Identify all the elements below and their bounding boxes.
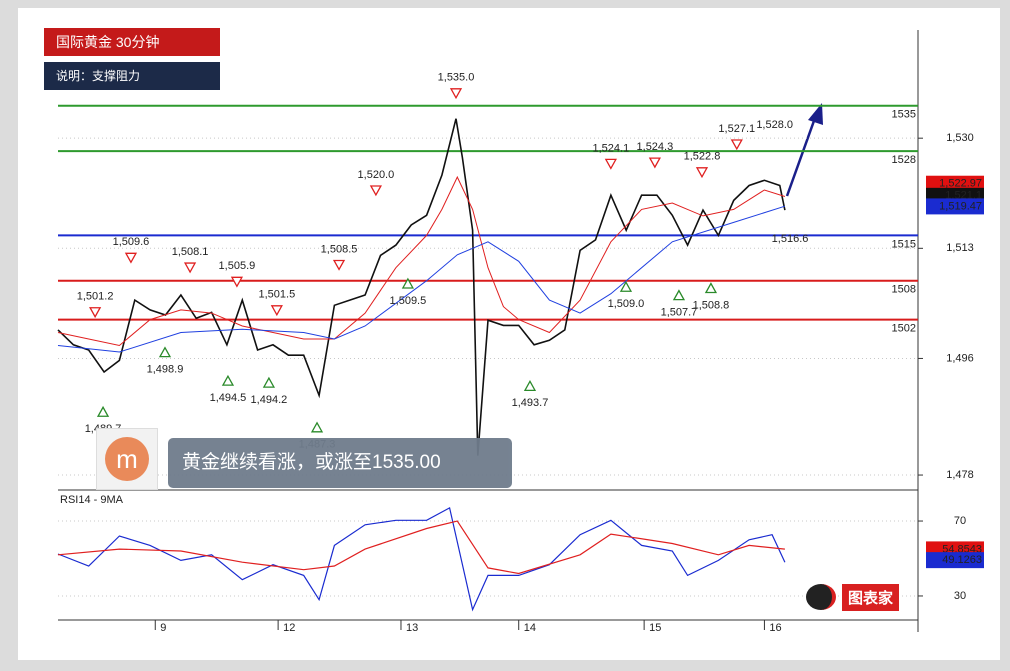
level-label: 1535 (892, 109, 916, 121)
annotation-label: 1,535.0 (438, 72, 475, 84)
trend-arrow (785, 103, 823, 197)
low-marker (96, 405, 110, 417)
icon: m (105, 437, 149, 481)
y-tick-label: 1,513 (946, 242, 974, 254)
series-line (57, 175, 786, 347)
level-label: 1508 (892, 284, 916, 296)
low-marker (262, 376, 276, 388)
high-marker (230, 276, 244, 288)
annotation-label: 1,498.9 (147, 364, 184, 376)
x-tick-label: 16 (769, 622, 781, 634)
level-label: 1502 (892, 322, 916, 334)
series-line (57, 118, 786, 456)
y-tick-label: 1,496 (946, 352, 974, 364)
high-marker (730, 139, 743, 151)
series-line (57, 205, 786, 353)
high-marker (124, 252, 138, 264)
annotation-label: 1,493.7 (512, 397, 549, 409)
low-marker (672, 289, 686, 301)
low-marker (310, 421, 324, 433)
high-marker (369, 185, 382, 197)
annotation-label: 1,501.2 (77, 291, 114, 303)
y-tick-label: 70 (954, 515, 966, 527)
header-title: 国际黄金 30分钟 (44, 28, 220, 56)
annotation-label: 1,524.1 (593, 142, 630, 154)
y-tick-label: 30 (954, 590, 966, 602)
logo-text: 图表家 (842, 584, 900, 611)
annotation-label: 1,527.1 (718, 123, 755, 135)
annotation-label: 1,516.6 (772, 233, 809, 245)
high-marker (89, 307, 102, 319)
annotation-label: 1,494.2 (251, 394, 288, 406)
annotation-label: 1,509.0 (608, 298, 645, 310)
annotation-label: 1,494.5 (210, 392, 247, 404)
low-marker (221, 374, 235, 386)
low-marker (158, 346, 172, 358)
y-tick-label: 1,530 (946, 132, 974, 144)
high-marker (695, 167, 709, 179)
price-tag (926, 198, 984, 215)
high-marker (332, 259, 346, 271)
banner: 黄金继续看涨，或涨至1535.00 (168, 438, 512, 488)
low-marker (704, 282, 718, 294)
series-line (57, 506, 786, 612)
annotation-label: 1,524.3 (637, 141, 674, 153)
logo-icon (806, 584, 836, 610)
series-line (57, 520, 785, 575)
annotation-label: 1,508.1 (172, 246, 209, 258)
annotation-label: 1,508.8 (693, 299, 730, 311)
price-tag (926, 175, 984, 192)
price-tag-label: 49.1263 (942, 554, 982, 566)
icon-box: m (96, 428, 158, 490)
high-marker (270, 305, 283, 317)
level-label: 1515 (892, 238, 916, 250)
annotation-label: 1,520.0 (358, 169, 395, 181)
price-tag (926, 552, 984, 569)
level-label: 1528 (892, 154, 916, 166)
annotation-label: 1,509.6 (113, 236, 150, 248)
x-tick-label: 9 (160, 622, 166, 634)
rsi-title: RSI14 - 9MA (60, 494, 124, 506)
high-marker (648, 157, 661, 169)
annotation-label: 1,507.7 (661, 307, 698, 319)
low-marker (401, 277, 414, 289)
annotation-label: 1,522.8 (684, 151, 721, 163)
x-tick-label: 12 (283, 622, 295, 634)
x-tick-label: 15 (649, 622, 661, 634)
high-marker (183, 262, 197, 274)
annotation-label: 1,528.0 (756, 119, 793, 131)
high-marker (604, 158, 617, 170)
y-tick-label: 1,478 (946, 469, 974, 481)
low-marker (619, 280, 633, 292)
low-marker (523, 379, 537, 391)
header-subtitle: 说明：支撑阻力 (44, 62, 220, 90)
annotation-label: 1,505.9 (219, 260, 256, 272)
annotation-label: 1,508.5 (321, 243, 358, 255)
high-marker (449, 88, 463, 100)
x-tick-label: 13 (406, 622, 418, 634)
annotation-label: 1,501.5 (258, 289, 295, 301)
x-tick-label: 14 (524, 622, 536, 634)
price-tag-label: 1,519.47 (939, 200, 982, 212)
annotation-label: 1,509.5 (390, 295, 427, 307)
price-tag-label: 1,522.97 (939, 178, 982, 190)
